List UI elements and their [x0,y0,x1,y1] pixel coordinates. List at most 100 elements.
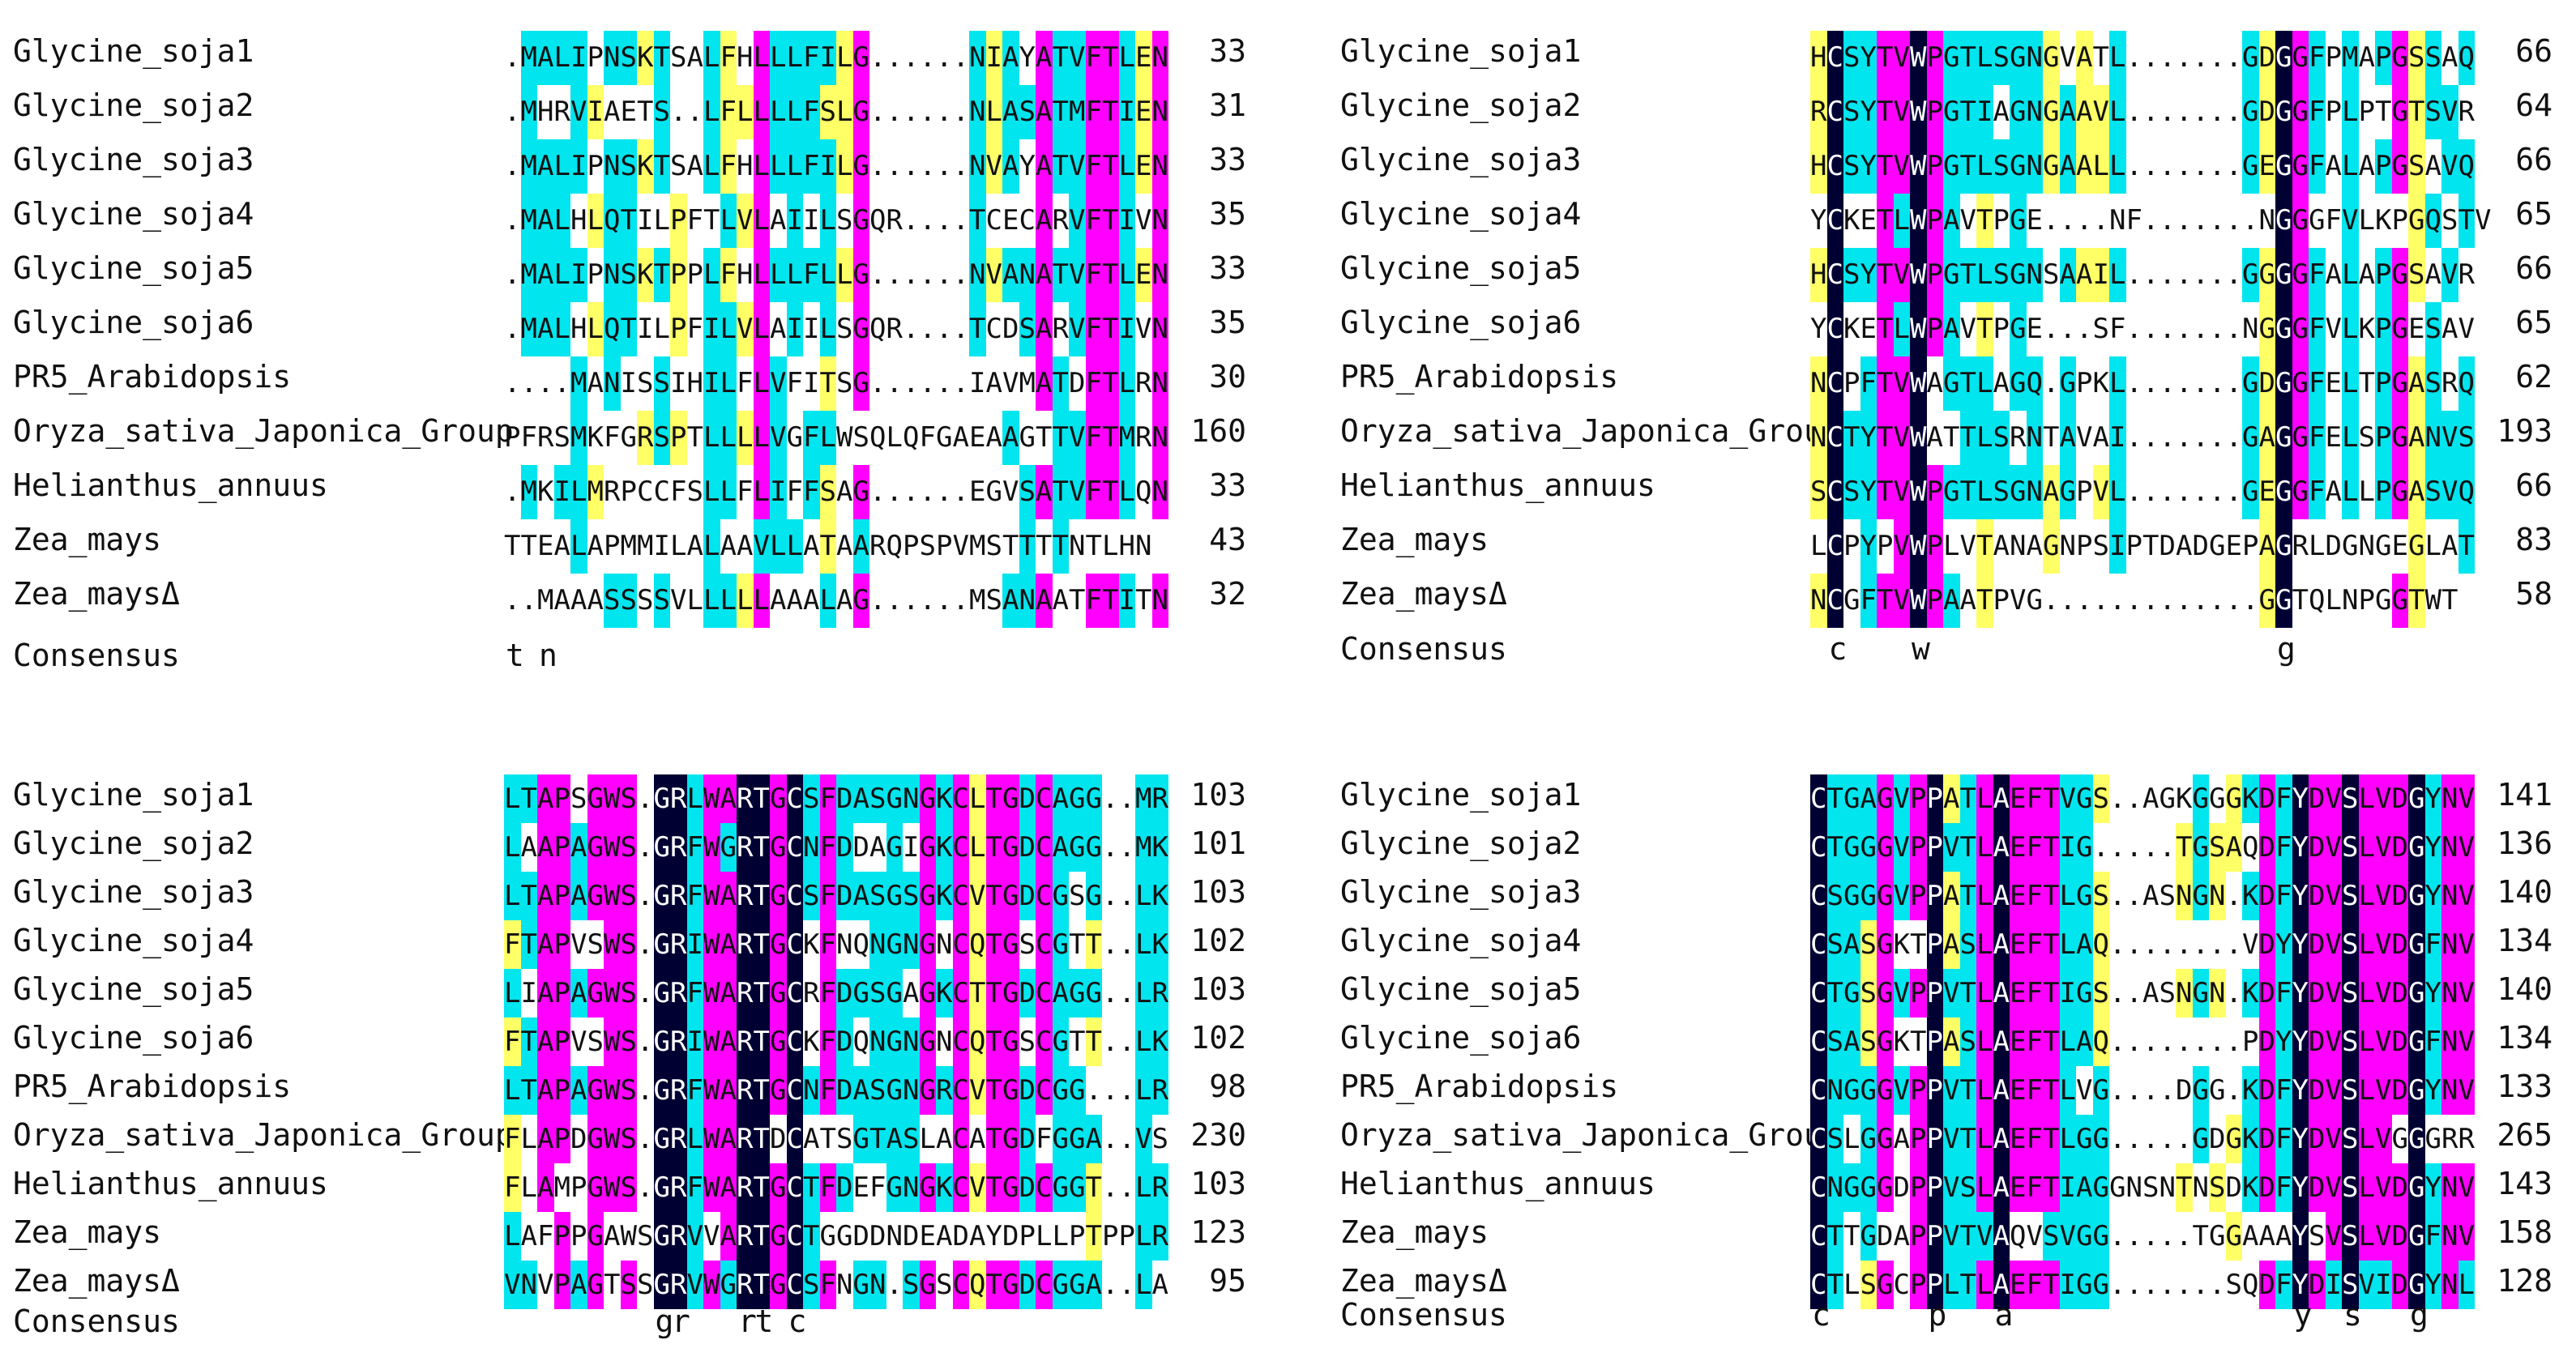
residue: P [936,530,953,562]
residue: D [2258,1018,2275,1066]
residue-count: 134 [2497,1020,2553,1056]
residue: A [1993,969,2010,1018]
residue: . [1118,977,1135,1009]
residue: V [2325,969,2342,1018]
residue: . [936,476,953,508]
residue: G [2076,1115,2093,1163]
residue: L [2358,1066,2375,1115]
residue: L [2059,1066,2076,1115]
residue: T [1959,31,1976,85]
residue: A [2076,248,2093,302]
residue: . [919,150,936,182]
residue: R [670,872,687,920]
residue: D [1019,1163,1036,1212]
residue: R [670,1261,687,1309]
residue: R [670,1163,687,1212]
residue: C [786,1066,803,1115]
residue: . [637,831,654,864]
residue: T [1959,411,1976,465]
residue: L [520,1171,537,1204]
residue: V [2441,411,2459,465]
residue: N [803,823,820,872]
residue: V [2325,920,2342,969]
residue: C [786,1163,803,1212]
residue: V [1959,204,1976,237]
residue: R [1151,1066,1168,1115]
sequence-name: Glycine_soja6 [1340,1020,1582,1056]
residue: P [553,872,570,920]
residue: S [2209,1163,2226,1212]
residue: R [670,1066,687,1115]
residue: A [869,831,886,864]
residue: K [803,928,820,961]
residue: . [504,41,521,74]
residue: Q [2242,831,2259,864]
residue: . [2192,584,2209,617]
residue: M [620,530,637,562]
residue: T [1877,356,1894,411]
residue: S [1069,880,1086,912]
residue: A [570,1261,587,1309]
residue: Q [2092,1018,2109,1066]
residue: . [2176,1269,2193,1301]
residue: V [703,1220,720,1252]
residue-count: 140 [2497,874,2553,910]
residue: L [2059,1018,2076,1066]
residue-count: 123 [1190,1214,1246,1250]
residue: S [2342,823,2359,872]
residue: G [1877,774,1894,823]
residue: . [2159,258,2176,291]
residue: G [2209,783,2226,815]
residue: G [2275,574,2292,628]
residue: F [737,476,754,508]
residue: I [2109,519,2126,574]
residue: . [869,96,886,128]
residue: F [2325,204,2342,237]
residue: G [2275,356,2292,411]
residue: N [2441,823,2459,872]
residue: K [1893,928,1910,961]
residue: I [570,248,587,302]
residue: E [1002,204,1019,237]
residue: T [1826,1261,1843,1309]
residue: . [2125,367,2142,399]
residue: L [1976,465,1993,519]
residue: G [1002,774,1019,823]
residue: N [1135,530,1152,562]
residue: . [2142,313,2159,345]
residue: A [2424,150,2441,182]
residue: . [2125,928,2142,961]
residue: H [737,258,754,291]
residue: L [786,519,803,574]
residue: V [2325,774,2342,823]
residue: T [969,302,986,356]
residue: I [2059,823,2076,872]
residue: A [1993,774,2010,823]
residue: . [2059,313,2076,345]
residue: S [936,1269,953,1301]
residue: P [1877,530,1894,562]
residue: W [703,1066,720,1115]
residue: . [936,313,953,345]
residue: L [737,574,754,628]
residue: S [803,774,820,823]
residue: N [2026,31,2043,85]
residue: T [1052,139,1069,194]
residue: G [2275,248,2292,302]
residue: G [2292,302,2309,356]
residue: G [2076,872,2093,920]
residue: . [2109,977,2126,1009]
residue: H [570,313,587,345]
residue: . [520,584,537,617]
residue: D [2309,1115,2326,1163]
residue: P [1993,204,2010,237]
residue: A [1993,1115,2010,1163]
sequence-name: Glycine_soja5 [13,971,254,1007]
residue: A [1993,530,2010,562]
residue: G [2391,302,2408,356]
residue: V [2375,1163,2392,1212]
residue: A [720,969,737,1018]
residue: A [852,1066,869,1115]
residue: V [1959,530,1976,562]
residue: T [2192,1220,2209,1252]
